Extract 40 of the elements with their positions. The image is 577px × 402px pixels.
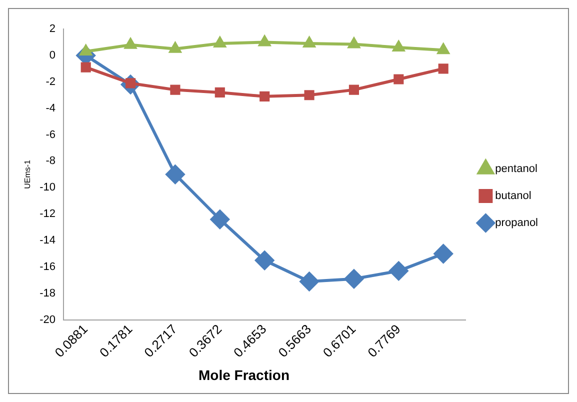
- y-tick-label: -18: [40, 287, 56, 300]
- point: [434, 244, 453, 264]
- point: [170, 84, 180, 95]
- point: [392, 41, 404, 52]
- point: [166, 164, 185, 184]
- y-tick-label: 0: [49, 49, 56, 62]
- y-tick-label: -10: [40, 182, 56, 194]
- point: [438, 64, 448, 74]
- point: [389, 261, 408, 280]
- point: [300, 272, 319, 292]
- y-tick-label: -14: [40, 234, 56, 247]
- y-tick-label: 2: [49, 23, 56, 36]
- point: [210, 210, 230, 229]
- point: [169, 42, 182, 53]
- point: [214, 37, 226, 48]
- legend-label: pentanol: [495, 163, 538, 176]
- y-tick-label: -4: [46, 102, 56, 114]
- legend-label: butanol: [495, 190, 532, 202]
- point: [214, 87, 225, 98]
- y-tick-label: -16: [40, 261, 56, 273]
- y-tick-label: -2: [46, 76, 56, 88]
- point: [344, 269, 364, 288]
- point: [303, 37, 316, 48]
- y-tick-label: -20: [40, 314, 56, 326]
- legend-label: propanol: [495, 217, 538, 230]
- point: [260, 91, 270, 102]
- point: [348, 84, 360, 95]
- y-tick-label: -12: [40, 208, 56, 220]
- y-tick-label: -8: [46, 155, 56, 168]
- point: [258, 36, 270, 46]
- y-tick-label: -6: [46, 128, 56, 141]
- point: [255, 250, 274, 270]
- point: [438, 44, 450, 54]
- y-axis-title: UEms-1: [23, 159, 32, 189]
- point: [124, 38, 136, 49]
- point: [80, 62, 91, 72]
- point: [394, 74, 404, 84]
- point: [348, 38, 360, 48]
- point: [304, 90, 314, 100]
- x-axis-title: Mole Fraction: [197, 367, 290, 383]
